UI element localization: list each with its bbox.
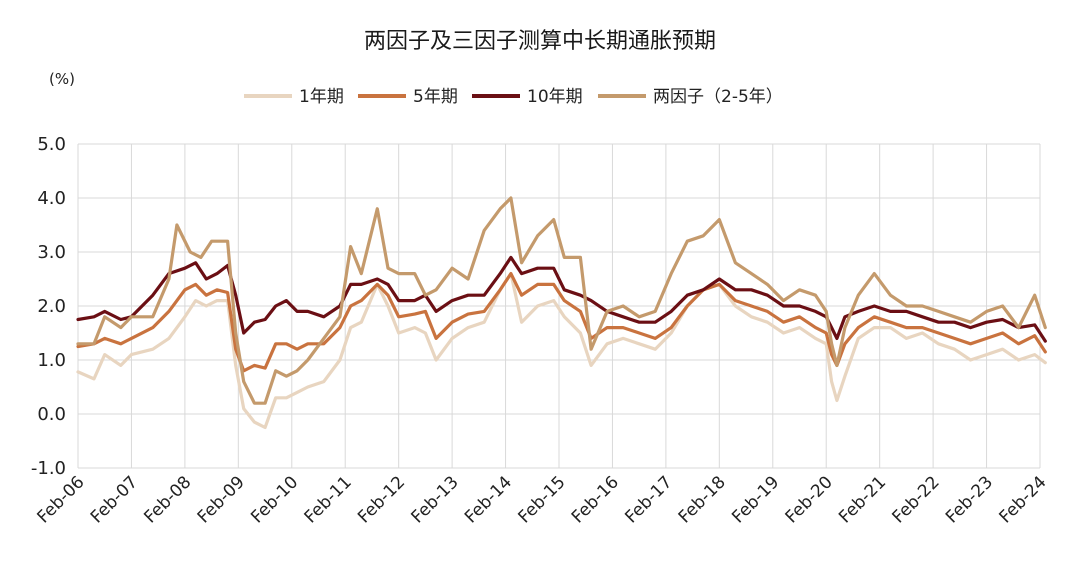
- chart-title: 两因子及三因子测算中长期通胀预期: [364, 29, 716, 54]
- series-line-2: [76, 255, 1047, 343]
- x-tick-label: Feb-13: [408, 472, 463, 527]
- legend-label-2: 10年期: [527, 87, 583, 107]
- series-line-3: [76, 196, 1047, 405]
- x-tick-label: Feb-06: [33, 472, 88, 527]
- x-tick-label: Feb-19: [728, 472, 783, 527]
- x-tick-label: Feb-09: [194, 472, 249, 527]
- x-tick-label: Feb-10: [247, 472, 302, 527]
- y-tick-label: 4.0: [37, 188, 66, 209]
- x-tick-label: Feb-14: [461, 472, 516, 527]
- x-tick-label: Feb-08: [140, 472, 195, 527]
- y-tick-label: 2.0: [37, 296, 66, 317]
- y-axis-ticks: 5.0 4.0 3.0 2.0 1.0 0.0 -1.0: [31, 134, 66, 479]
- series-line-1: [76, 272, 1047, 373]
- legend: 1年期 5年期 10年期 两因子（2-5年）: [244, 87, 783, 107]
- series-lines: [76, 196, 1047, 430]
- x-tick-label: Feb-11: [301, 472, 356, 527]
- x-tick-label: Feb-23: [942, 472, 997, 527]
- gridlines: [77, 143, 1041, 469]
- x-tick-label: Feb-15: [514, 472, 569, 527]
- y-tick-label: 1.0: [37, 350, 66, 371]
- x-tick-label: Feb-17: [621, 472, 676, 527]
- x-tick-label: Feb-07: [87, 472, 142, 527]
- y-tick-label: 5.0: [37, 134, 66, 155]
- legend-label-1: 5年期: [413, 87, 458, 107]
- x-axis-ticks: Feb-06Feb-07Feb-08Feb-09Feb-10Feb-11Feb-…: [33, 472, 1050, 527]
- y-tick-label: 3.0: [37, 242, 66, 263]
- y-axis-unit-label: (%): [49, 70, 75, 88]
- x-tick-label: Feb-12: [354, 472, 409, 527]
- legend-label-0: 1年期: [299, 87, 344, 107]
- y-tick-label: 0.0: [37, 404, 66, 425]
- x-tick-label: Feb-21: [835, 472, 890, 527]
- y-tick-label: -1.0: [31, 458, 66, 479]
- x-tick-label: Feb-22: [889, 472, 944, 527]
- x-tick-label: Feb-16: [568, 472, 623, 527]
- series-line-0: [76, 272, 1047, 430]
- x-tick-label: Feb-20: [782, 472, 837, 527]
- x-tick-label: Feb-24: [995, 472, 1050, 527]
- x-tick-label: Feb-18: [675, 472, 730, 527]
- legend-label-3: 两因子（2-5年）: [653, 87, 783, 107]
